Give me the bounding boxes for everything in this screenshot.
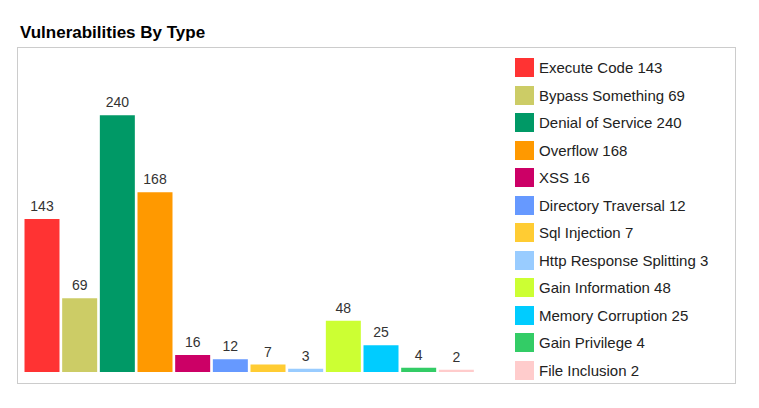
html-text:Overflow 168: Overflow 168 bbox=[539, 141, 628, 159]
html-text:Denial of Service 240: Denial of Service 240 bbox=[539, 114, 682, 132]
html-text:XSS 16: XSS 16 bbox=[539, 169, 590, 187]
svg-text:240: 240 bbox=[106, 94, 130, 110]
svg-text:12: 12 bbox=[223, 338, 239, 354]
svg-text:143: 143 bbox=[30, 198, 54, 214]
html-text:Http Response Splitting 3: Http Response Splitting 3 bbox=[539, 251, 709, 269]
svg-text:69: 69 bbox=[72, 277, 88, 293]
svg-text:3: 3 bbox=[302, 348, 310, 364]
svg-text:7: 7 bbox=[264, 344, 272, 360]
html-text:Execute Code 143: Execute Code 143 bbox=[539, 59, 663, 77]
svg-text:168: 168 bbox=[143, 171, 167, 187]
svg-text:2: 2 bbox=[452, 349, 460, 365]
svg-text:48: 48 bbox=[336, 300, 352, 316]
html-text:Bypass Something 69: Bypass Something 69 bbox=[539, 86, 685, 104]
svg-text:16: 16 bbox=[185, 334, 201, 350]
html-text:Gain Information 48: Gain Information 48 bbox=[539, 279, 671, 297]
html-text:Gain Privilege 4: Gain Privilege 4 bbox=[539, 334, 645, 352]
svg-text:4: 4 bbox=[415, 347, 423, 363]
svg-text:25: 25 bbox=[373, 324, 389, 340]
html-text:Vulnerabilities By Type: Vulnerabilities By Type bbox=[20, 23, 206, 42]
html-text:Memory Corruption 25: Memory Corruption 25 bbox=[539, 306, 689, 324]
html-text:Directory Traversal 12: Directory Traversal 12 bbox=[539, 196, 686, 214]
html-text:File Inclusion 2: File Inclusion 2 bbox=[539, 361, 640, 379]
html-text:Sql Injection 7: Sql Injection 7 bbox=[539, 224, 634, 242]
